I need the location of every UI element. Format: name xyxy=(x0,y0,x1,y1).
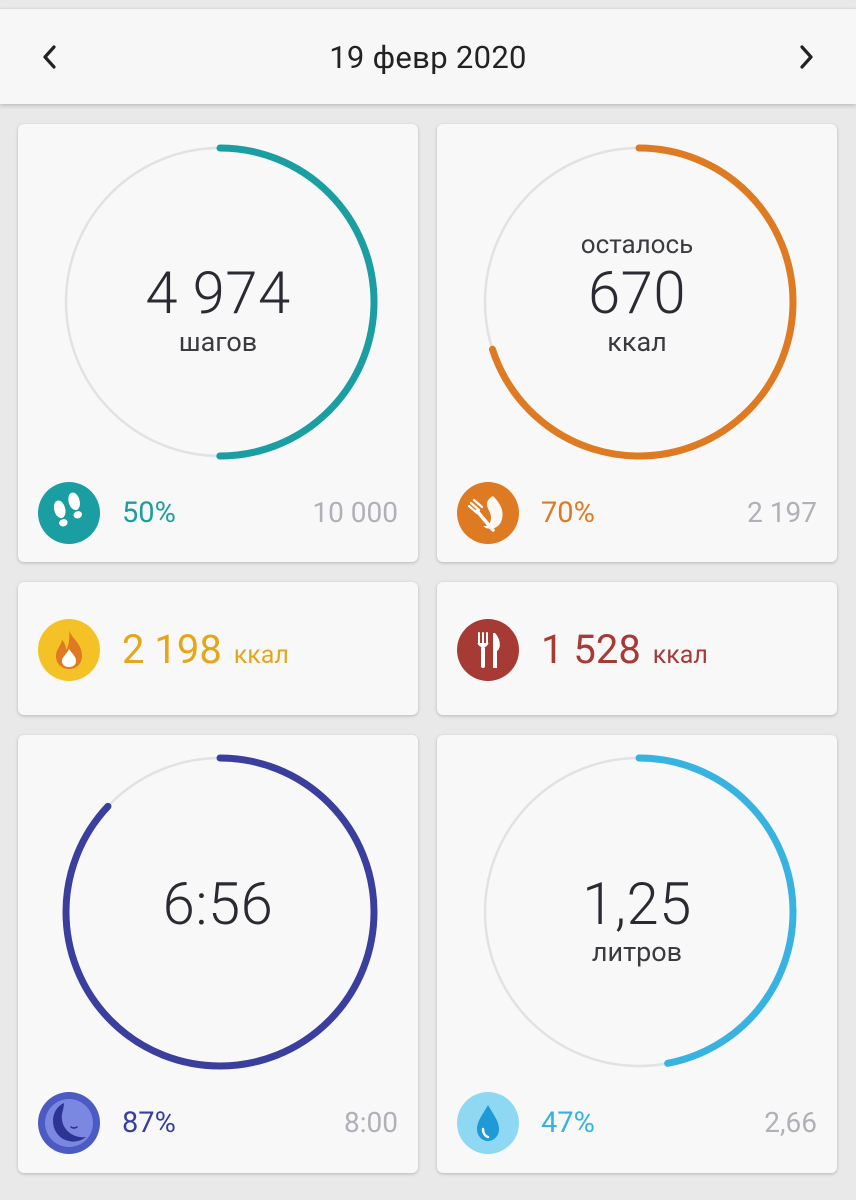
footprints-icon xyxy=(38,482,100,544)
sleep-card[interactable]: 6:56 87% 8:00 xyxy=(18,735,418,1173)
eaten-calories-unit: ккал xyxy=(652,641,708,670)
eaten-calories-value: 1 528 ккал xyxy=(541,626,708,673)
burned-calories-card[interactable]: 2 198 ккал xyxy=(18,582,418,715)
calories-goal: 2 197 xyxy=(747,496,817,529)
date-header: 19 февр 2020 xyxy=(0,8,856,104)
date-label[interactable]: 19 февр 2020 xyxy=(329,39,527,76)
steps-goal: 10 000 xyxy=(312,496,398,529)
sleep-progress-ring xyxy=(62,754,378,1070)
eaten-calories-number: 1 528 xyxy=(541,626,641,673)
sleep-ring-arc xyxy=(62,754,378,1070)
chevron-left-icon xyxy=(43,45,56,69)
water-percent: 47% xyxy=(541,1106,595,1140)
water-ring-arc xyxy=(481,754,797,1070)
chevron-right-icon xyxy=(800,45,813,69)
fork-knife-icon xyxy=(457,619,519,681)
water-goal: 2,66 xyxy=(764,1106,817,1139)
water-progress-ring xyxy=(481,754,797,1070)
steps-ring-arc xyxy=(62,144,378,460)
moon-icon xyxy=(38,1092,100,1154)
flame-icon xyxy=(38,619,100,681)
steps-unit: шагов xyxy=(178,326,258,358)
water-card[interactable]: 1,25 литров 47% 2,66 xyxy=(437,735,837,1173)
water-value: 1,25 xyxy=(582,871,692,939)
steps-percent: 50% xyxy=(122,496,176,530)
eaten-calories-card[interactable]: 1 528 ккал xyxy=(437,582,837,715)
calories-percent: 70% xyxy=(541,496,595,530)
burned-calories-unit: ккал xyxy=(233,641,289,670)
water-unit: литров xyxy=(591,936,683,968)
calories-top-label: осталось xyxy=(580,230,694,260)
sleep-value: 6:56 xyxy=(162,871,274,939)
calories-progress-ring xyxy=(481,144,797,460)
sleep-percent: 87% xyxy=(122,1106,176,1140)
calories-card[interactable]: осталось 670 ккал 70% 2 197 xyxy=(437,124,837,562)
fork-flame-icon xyxy=(457,482,519,544)
water-drop-icon xyxy=(457,1092,519,1154)
burned-calories-number: 2 198 xyxy=(122,626,222,673)
steps-card[interactable]: 4 974 шагов 50% 10 000 xyxy=(18,124,418,562)
burned-calories-value: 2 198 ккал xyxy=(122,626,289,673)
previous-day-button[interactable] xyxy=(26,33,74,81)
sleep-goal: 8:00 xyxy=(344,1106,398,1139)
calories-value: 670 xyxy=(587,260,686,328)
calories-unit: ккал xyxy=(607,326,667,358)
steps-progress-ring xyxy=(62,144,378,460)
calories-ring-arc xyxy=(481,144,797,460)
steps-value: 4 974 xyxy=(145,260,291,328)
next-day-button[interactable] xyxy=(782,33,830,81)
